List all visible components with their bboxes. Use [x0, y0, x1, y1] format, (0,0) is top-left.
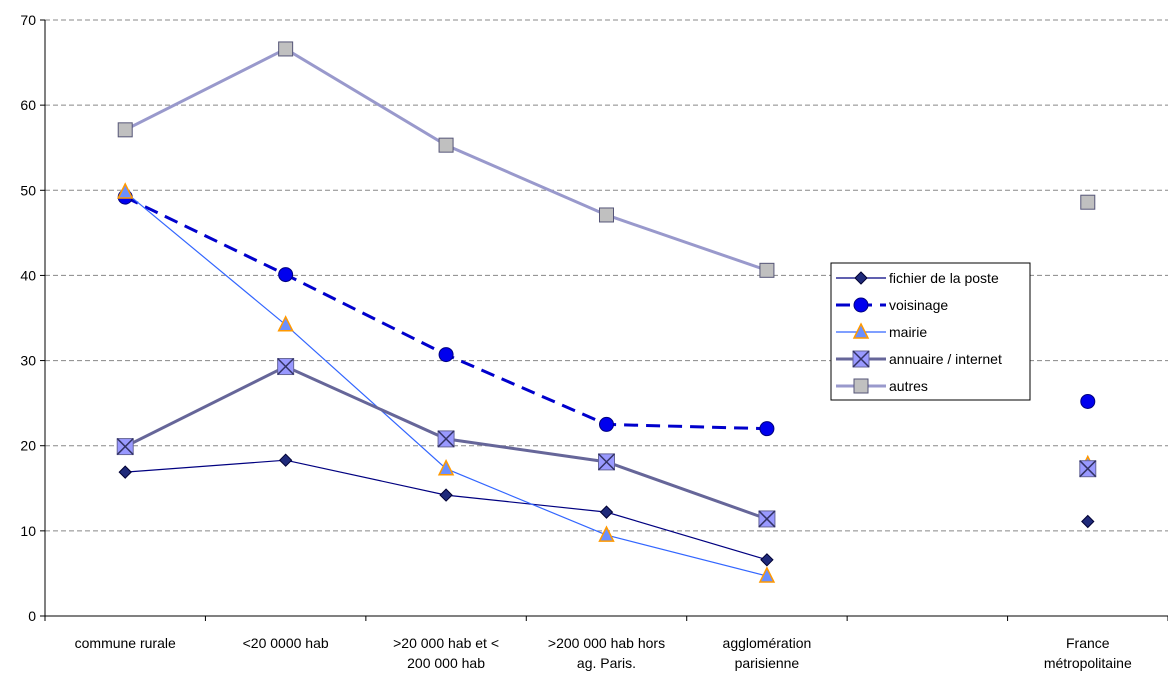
data-point	[437, 430, 455, 448]
data-point	[599, 416, 614, 432]
y-axis-tick-labels: 0 10 20 30 40 50 60 70	[20, 12, 36, 624]
data-point	[117, 182, 134, 199]
legend-swatch-marker	[853, 378, 869, 394]
data-point	[1080, 393, 1096, 409]
data-point	[278, 41, 294, 57]
data-point	[599, 505, 614, 519]
legend-label: autres	[889, 378, 928, 394]
data-point	[758, 566, 776, 583]
x-tick-label: commune rurale	[75, 635, 176, 651]
data-point	[438, 137, 454, 153]
x-tick-label: >200 000 hab hors	[548, 635, 665, 651]
data-point	[277, 315, 294, 332]
legend-entry: fichier de la poste	[836, 270, 999, 286]
marker-cross	[852, 350, 870, 368]
data-point	[437, 459, 455, 476]
series-line	[124, 47, 768, 272]
legend-swatch-marker	[852, 350, 870, 368]
y-tick-label: 20	[20, 438, 36, 454]
marker-cross	[437, 430, 455, 448]
series-0	[118, 453, 1095, 567]
legend-label: fichier de la poste	[889, 270, 999, 286]
marker-cross	[277, 358, 295, 376]
data-point	[1079, 460, 1097, 478]
y-tick-label: 0	[28, 608, 36, 624]
data-point	[116, 438, 134, 456]
y-tick-label: 50	[20, 182, 36, 198]
data-point	[759, 421, 775, 437]
series-line	[124, 191, 768, 577]
legend-label: annuaire / internet	[889, 351, 1002, 367]
legend: fichier de la poste voisinage mairie annuai…	[830, 262, 1031, 401]
marker-cross	[758, 510, 776, 528]
y-tick-label: 70	[20, 12, 36, 28]
y-tick-label: 60	[20, 97, 36, 113]
data-point	[758, 510, 776, 528]
legend-swatch-marker	[853, 297, 869, 313]
legend-entry: annuaire / internet	[836, 350, 1002, 368]
y-tick-label: 40	[20, 267, 36, 283]
data-point	[599, 207, 614, 223]
y-tick-label: 10	[20, 523, 36, 539]
data-point	[438, 347, 454, 363]
legend-entry: voisinage	[836, 297, 948, 313]
data-point	[439, 488, 453, 502]
x-tick-label: <20 0000 hab	[243, 635, 329, 651]
data-point	[278, 267, 294, 283]
series-line	[124, 195, 767, 431]
data-point	[278, 453, 293, 467]
y-tick-label: 30	[20, 353, 36, 369]
x-tick-label: parisienne	[735, 655, 800, 671]
data-point	[277, 358, 295, 376]
legend-swatch-marker	[854, 271, 868, 285]
data-point	[760, 553, 774, 567]
marker-cross	[116, 438, 134, 456]
gridlines	[45, 19, 1168, 532]
x-axis-tick-labels: commune rurale <20 0000 hab >20 000 hab et…	[75, 635, 1132, 671]
data-point	[117, 122, 133, 138]
series-3	[116, 358, 1097, 528]
legend-entry: mairie	[836, 322, 927, 340]
data-point	[1080, 194, 1096, 210]
legend-entry: autres	[836, 378, 928, 394]
x-tick-label: métropolitaine	[1044, 655, 1132, 671]
legend-label: mairie	[889, 324, 927, 340]
data-point	[759, 262, 775, 278]
marker-cross	[597, 453, 616, 471]
axes	[40, 19, 1168, 621]
legend-swatch-marker	[852, 322, 870, 339]
x-tick-label: 200 000 hab	[407, 655, 485, 671]
data-point	[118, 465, 132, 479]
series-group	[116, 41, 1097, 583]
data-point	[598, 525, 615, 542]
data-point	[597, 453, 616, 471]
marker-cross	[1079, 460, 1097, 478]
x-tick-label: ag. Paris.	[577, 655, 636, 671]
x-tick-label: >20 000 hab et <	[393, 635, 499, 651]
legend-label: voisinage	[889, 297, 948, 313]
x-tick-label: agglomération	[723, 635, 812, 651]
series-4	[117, 41, 1096, 278]
series-1	[117, 189, 1096, 437]
data-point	[1081, 514, 1095, 529]
x-tick-label: France	[1066, 635, 1110, 651]
